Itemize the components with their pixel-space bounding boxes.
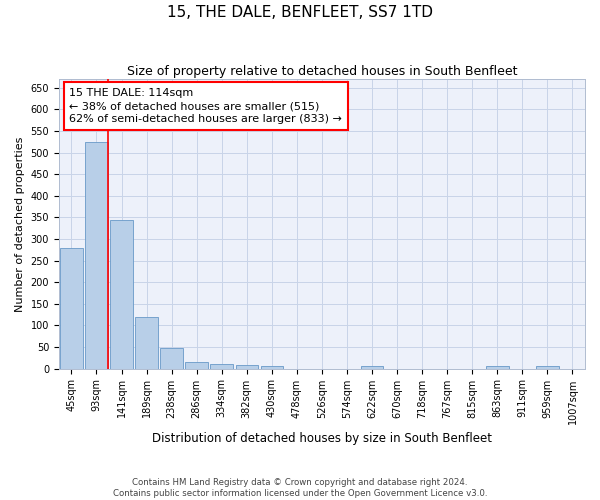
Bar [60, 248, 83, 368]
Bar [211, 364, 233, 368]
Bar [110, 220, 133, 368]
Bar [85, 142, 108, 368]
Y-axis label: Number of detached properties: Number of detached properties [15, 136, 25, 312]
Bar [160, 348, 183, 368]
Text: 15, THE DALE, BENFLEET, SS7 1TD: 15, THE DALE, BENFLEET, SS7 1TD [167, 5, 433, 20]
Bar [260, 366, 283, 368]
Bar [185, 362, 208, 368]
Bar [486, 366, 509, 368]
Bar [136, 316, 158, 368]
Title: Size of property relative to detached houses in South Benfleet: Size of property relative to detached ho… [127, 65, 517, 78]
Bar [361, 366, 383, 368]
Text: 15 THE DALE: 114sqm
← 38% of detached houses are smaller (515)
62% of semi-detac: 15 THE DALE: 114sqm ← 38% of detached ho… [70, 88, 342, 124]
Bar [236, 365, 258, 368]
Text: Contains HM Land Registry data © Crown copyright and database right 2024.
Contai: Contains HM Land Registry data © Crown c… [113, 478, 487, 498]
Bar [536, 366, 559, 368]
X-axis label: Distribution of detached houses by size in South Benfleet: Distribution of detached houses by size … [152, 432, 492, 445]
